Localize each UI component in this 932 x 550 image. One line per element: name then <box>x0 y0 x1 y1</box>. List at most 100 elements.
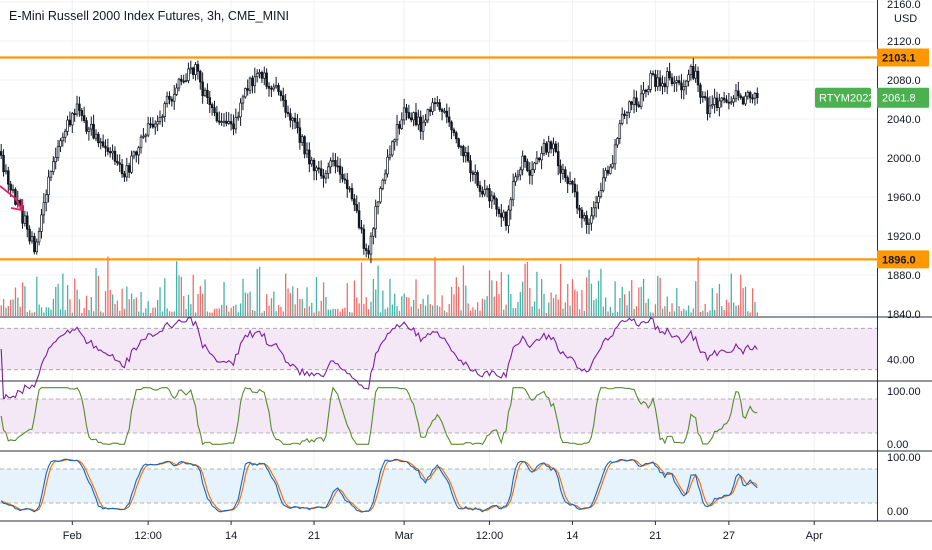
volume-bar-20 <box>47 307 50 316</box>
trend-arrow[interactable] <box>0 185 23 212</box>
candle-216 <box>511 173 515 207</box>
pane-dividers[interactable] <box>0 0 932 522</box>
candle-body-32 <box>75 103 79 115</box>
candle-162 <box>383 169 387 185</box>
candle-196 <box>464 147 468 163</box>
time-tick-8: 27 <box>723 530 735 542</box>
price-axis[interactable]: 2120.0 2080.0 2040.0 2000.0 1960.0 1920.0 1880… <box>887 0 921 518</box>
candle-124 <box>293 112 297 130</box>
volume-bar-69 <box>164 278 166 316</box>
volume-bar-272 <box>645 302 647 316</box>
volume-bar-156 <box>370 301 372 316</box>
price-tick-8: 1840.0 <box>887 309 921 321</box>
candle-34 <box>80 107 84 122</box>
candle-88 <box>208 91 212 113</box>
candle-body-172 <box>407 112 411 119</box>
candle-body-121 <box>286 111 290 114</box>
candle-body-282 <box>668 71 671 79</box>
candle-body-76 <box>180 78 183 82</box>
volume-bar-158 <box>375 289 377 316</box>
candle-202 <box>478 180 482 198</box>
volume-bar-255 <box>605 297 607 316</box>
candle-body-262 <box>620 113 624 124</box>
candle-body-69 <box>163 103 166 118</box>
candle-body-113 <box>267 86 271 89</box>
volume-bar-200 <box>474 309 476 316</box>
candle-body-239 <box>566 177 569 184</box>
symbol-tag[interactable] <box>815 87 871 108</box>
candle-51 <box>120 159 124 178</box>
candle-body-222 <box>526 161 529 171</box>
candle-body-164 <box>388 154 392 158</box>
time-tick-7: 21 <box>649 530 661 542</box>
volume-bar-260 <box>616 311 619 316</box>
candle-body-244 <box>578 207 581 211</box>
candle-body-157 <box>372 228 375 237</box>
candle-body-234 <box>554 143 558 152</box>
candle-body-254 <box>601 177 605 191</box>
candle-body-108 <box>255 73 259 78</box>
price-tags[interactable]: 2103.1 1896.0 RTYM2022 2061.8 <box>815 48 929 269</box>
volume-bar-125 <box>296 287 299 316</box>
candle-250 <box>592 201 596 220</box>
volume-bar-301 <box>714 310 716 316</box>
candle-309 <box>732 95 735 107</box>
candle-body-120 <box>284 99 287 113</box>
candle-body-291 <box>689 66 693 76</box>
volume-bar-238 <box>564 302 567 316</box>
volume-bar-193 <box>458 286 460 316</box>
candle-219 <box>519 166 522 181</box>
candle-body-141 <box>334 160 337 167</box>
candle-305 <box>722 91 726 104</box>
volume-bar-62 <box>147 301 149 316</box>
candle-body-110 <box>260 72 264 79</box>
volume-bar-246 <box>583 310 585 316</box>
candle-198 <box>469 155 472 182</box>
candle-body-270 <box>639 93 643 107</box>
volume-bar-56 <box>133 299 135 316</box>
volume-bar-296 <box>702 310 704 316</box>
candle-body-275 <box>651 73 655 75</box>
candle-122 <box>289 108 292 128</box>
level-tag-1[interactable] <box>877 250 929 269</box>
candle-body-201 <box>476 172 479 186</box>
candle-body-80 <box>189 67 193 70</box>
candle-body-54 <box>127 165 131 173</box>
volume-bar-212 <box>503 309 505 316</box>
candle-body-177 <box>419 116 422 132</box>
candle-body-112 <box>265 72 268 87</box>
volume-bar-219 <box>519 292 521 316</box>
horizontal-levels[interactable] <box>0 56 877 261</box>
candle-body-176 <box>417 116 420 126</box>
candle-body-99 <box>234 117 238 130</box>
volume-bar-131 <box>311 302 313 316</box>
candle-232 <box>549 140 553 154</box>
candle-40 <box>94 129 98 142</box>
candle-64 <box>151 117 155 129</box>
candle-184 <box>436 96 439 107</box>
candle-body-314 <box>744 95 747 105</box>
candle-body-212 <box>502 211 505 218</box>
level-tag-label-0: 2103.1 <box>882 52 916 64</box>
candle-284 <box>673 75 676 93</box>
candle-183 <box>433 97 437 112</box>
candle-106 <box>251 75 254 94</box>
candle-body-35 <box>82 115 86 121</box>
volume-bar-25 <box>59 309 62 316</box>
candle-body-29 <box>68 119 72 126</box>
level-tag-0[interactable] <box>877 48 929 67</box>
candle-body-319 <box>756 92 759 99</box>
time-axis[interactable]: Feb 12:00 14 21 Mar 12:00 14 21 27 Apr <box>63 521 823 542</box>
candle-276 <box>654 69 657 92</box>
candle-300 <box>711 95 714 109</box>
candle-body-183 <box>433 102 437 105</box>
volume-bar-202 <box>479 310 481 316</box>
candle-body-97 <box>229 121 233 125</box>
candle-body-211 <box>500 213 503 218</box>
candle-176 <box>417 109 420 131</box>
candle-body-151 <box>357 210 361 228</box>
volume-bar-297 <box>704 303 706 316</box>
last-price-tag[interactable] <box>877 87 929 108</box>
trend-arrow-line[interactable] <box>0 185 23 211</box>
trend-arrow-head[interactable] <box>10 199 23 212</box>
